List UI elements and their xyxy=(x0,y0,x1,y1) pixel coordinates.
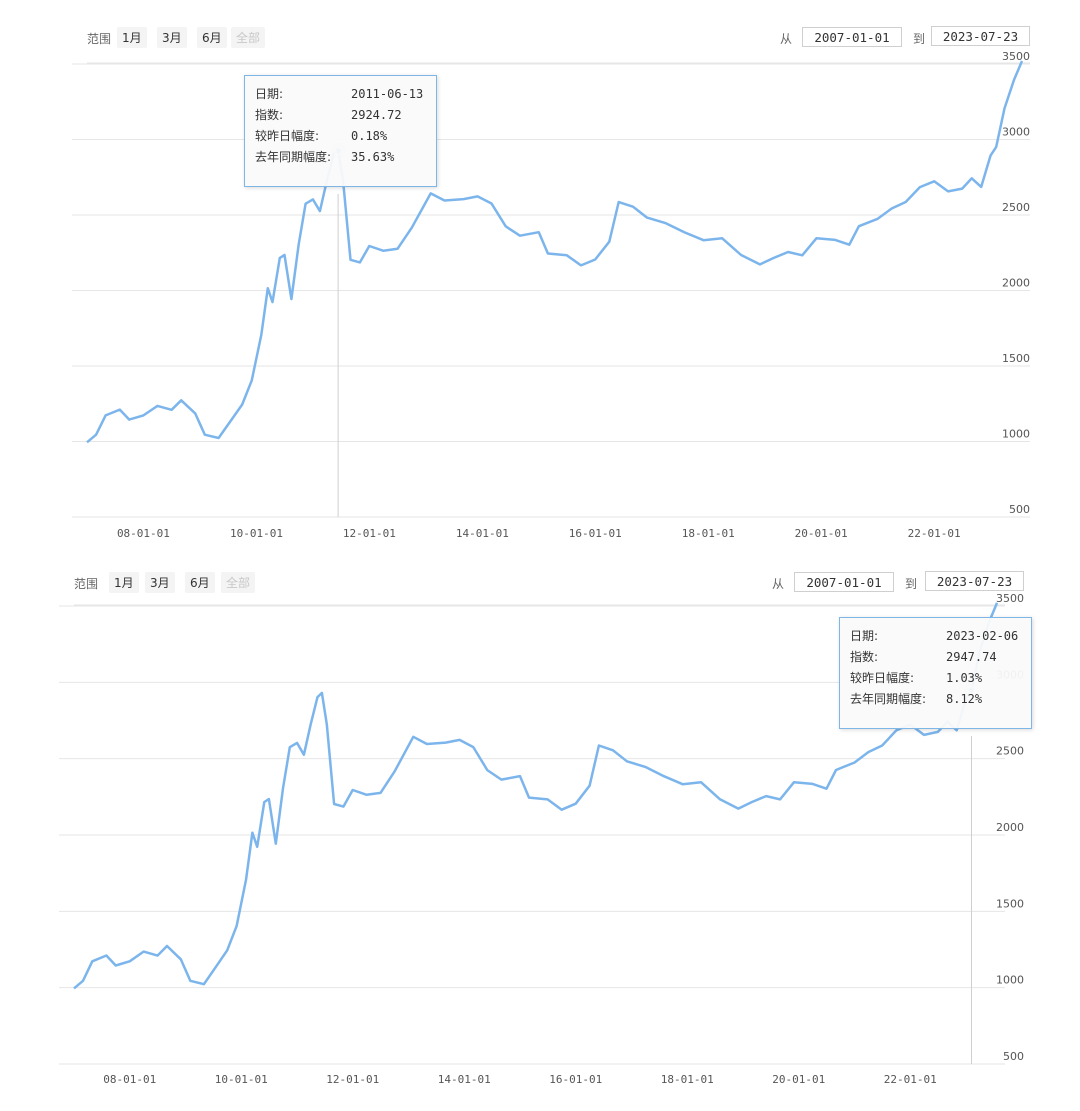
tooltip-date-label: 日期: xyxy=(255,87,284,101)
y-tick-label: 1500 xyxy=(1002,352,1030,365)
y-tick-label: 1000 xyxy=(996,974,1024,987)
x-tick-label: 22-01-01 xyxy=(884,1073,937,1086)
tooltip-yoy-change-label: 去年同期幅度: xyxy=(255,150,332,164)
to-date-input[interactable]: 2023-07-23 xyxy=(925,571,1024,591)
tooltip-index-label: 指数: xyxy=(255,108,284,122)
tooltip-index-label: 指数: xyxy=(850,650,879,664)
series-line xyxy=(73,602,999,990)
x-tick-label: 18-01-01 xyxy=(682,527,735,540)
y-tick-label: 2500 xyxy=(996,745,1024,758)
chart-tooltip-1: 日期: 2011-06-13 指数: 2924.72 较昨日幅度: 0.18% 去年同… xyxy=(244,75,437,187)
to-label: 到 xyxy=(905,577,918,591)
range-1m-button[interactable]: 1月 xyxy=(109,572,139,593)
tooltip-yoy-change-value: 8.12% xyxy=(946,692,983,706)
x-tick-label: 08-01-01 xyxy=(117,527,170,540)
series-line xyxy=(86,60,1024,444)
range-label: 范围 xyxy=(74,577,99,591)
x-tick-label: 12-01-01 xyxy=(326,1073,379,1086)
range-1m-button[interactable]: 1月 xyxy=(117,27,147,48)
range-label: 范围 xyxy=(87,32,112,46)
range-6m-button[interactable]: 6月 xyxy=(197,27,227,48)
y-tick-label: 2000 xyxy=(996,821,1024,834)
y-tick-label: 1000 xyxy=(1002,428,1030,441)
x-tick-label: 18-01-01 xyxy=(661,1073,714,1086)
y-tick-label: 3000 xyxy=(1002,126,1030,139)
x-tick-label: 22-01-01 xyxy=(908,527,961,540)
range-all-button[interactable]: 全部 xyxy=(231,27,266,48)
from-date-input[interactable]: 2007-01-01 xyxy=(794,572,894,592)
tooltip-daily-change-value: 0.18% xyxy=(351,129,388,143)
range-toolbar: 范围 1月 3月 6月 全部 从 2007-01-01 到 2023-07-23 xyxy=(0,545,1080,595)
x-tick-label: 20-01-01 xyxy=(772,1073,825,1086)
x-tick-label: 10-01-01 xyxy=(215,1073,268,1086)
x-tick-label: 08-01-01 xyxy=(103,1073,156,1086)
tooltip-daily-change-value: 1.03% xyxy=(946,671,983,685)
tooltip-date-value: 2011-06-13 xyxy=(351,87,424,101)
chart-panel-1: 范围 1月 3月 6月 全部 从 2007-01-01 到 2023-07-23… xyxy=(0,0,1080,555)
range-all-button[interactable]: 全部 xyxy=(221,572,256,593)
y-tick-label: 3500 xyxy=(996,592,1024,605)
x-tick-label: 10-01-01 xyxy=(230,527,283,540)
range-3m-button[interactable]: 3月 xyxy=(157,27,187,48)
from-label: 从 xyxy=(780,32,793,46)
from-date-input[interactable]: 2007-01-01 xyxy=(802,27,902,47)
y-tick-label: 500 xyxy=(1003,1050,1024,1063)
range-toolbar: 范围 1月 3月 6月 全部 从 2007-01-01 到 2023-07-23 xyxy=(0,0,1080,50)
tooltip-index-value: 2924.72 xyxy=(351,108,402,122)
range-3m-button[interactable]: 3月 xyxy=(145,572,175,593)
from-label: 从 xyxy=(772,577,785,591)
y-tick-label: 2000 xyxy=(1002,277,1030,290)
x-tick-label: 14-01-01 xyxy=(456,527,509,540)
x-tick-label: 14-01-01 xyxy=(438,1073,491,1086)
y-tick-label: 3500 xyxy=(1002,50,1030,63)
line-chart-1[interactable]: 500 1000 1500 2000 2500 3000 3500 08-01-01 10-01… xyxy=(0,0,1080,555)
chart-tooltip-2: 日期: 2023-02-06 指数: 2947.74 较昨日幅度: 1.03% 去年同… xyxy=(839,617,1032,729)
tooltip-yoy-change-label: 去年同期幅度: xyxy=(850,692,927,706)
y-tick-label: 2500 xyxy=(1002,201,1030,214)
x-tick-label: 16-01-01 xyxy=(549,1073,602,1086)
x-tick-label: 12-01-01 xyxy=(343,527,396,540)
tooltip-date-label: 日期: xyxy=(850,629,879,643)
range-6m-button[interactable]: 6月 xyxy=(185,572,215,593)
tooltip-daily-change-label: 较昨日幅度: xyxy=(850,671,915,685)
to-date-input[interactable]: 2023-07-23 xyxy=(931,26,1030,46)
tooltip-yoy-change-value: 35.63% xyxy=(351,150,395,164)
tooltip-date-value: 2023-02-06 xyxy=(946,629,1019,643)
to-label: 到 xyxy=(913,32,926,46)
y-tick-label: 500 xyxy=(1009,503,1030,516)
chart-panel-2: 范围 1月 3月 6月 全部 从 2007-01-01 到 2023-07-23… xyxy=(0,545,1080,1100)
tooltip-daily-change-label: 较昨日幅度: xyxy=(255,129,320,143)
x-tick-label: 20-01-01 xyxy=(795,527,848,540)
x-tick-label: 16-01-01 xyxy=(569,527,622,540)
tooltip-index-value: 2947.74 xyxy=(946,650,997,664)
y-tick-label: 1500 xyxy=(996,897,1024,910)
